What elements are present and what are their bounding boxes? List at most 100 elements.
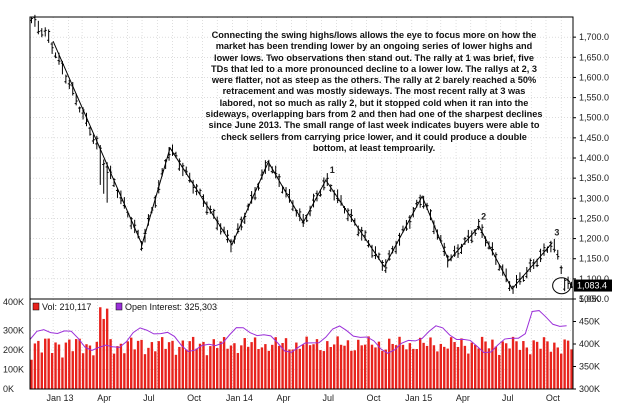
volume-bar [491,339,494,389]
volume-bar [374,347,377,389]
volume-bar [518,349,522,389]
volume-bar [422,342,425,389]
volume-bar [126,341,129,389]
open-interest-legend-label: Open Interest: 325,303 [125,302,217,312]
volume-bar [174,354,178,389]
price-tick-label: 1,700.0 [579,32,609,42]
price-tick-label: 1,650.0 [579,52,609,62]
open-interest-line-group [29,310,567,354]
volume-bar [109,339,112,389]
volume-bar [68,339,71,389]
volume-bar [61,357,64,389]
x-tick-label: Jul [143,393,155,403]
volume-bar [157,341,160,389]
volume-bar [508,348,511,389]
volume-bar [85,344,88,389]
volume-bar [164,348,167,389]
volume-bar [312,344,315,389]
volume-bar [57,344,61,389]
price-tick-label: 1,500.0 [579,113,609,123]
volume-bar [415,348,418,389]
volume-bar [487,348,491,389]
volume-bar [439,343,443,389]
volume-bar [446,348,449,389]
volume-bar [291,349,295,389]
volume-bar [147,347,150,389]
volume-bar [181,340,185,389]
volume-bar [418,337,422,389]
volume-bar [154,351,157,389]
volume-bar [133,349,136,389]
annotation-line: labored, not so much as rally 2, but it … [219,97,529,108]
oi-tick-label: 350K [579,362,600,372]
volume-bar [453,342,456,389]
volume-bar [477,348,480,389]
circled-area-marker [552,277,572,295]
volume-bar [319,350,322,389]
volume-bar [370,344,374,389]
volume-bar [315,339,319,389]
volume-bar [511,336,515,389]
volume-bar [529,354,532,389]
volume-bar [542,337,546,389]
x-tick-label: Oct [366,393,381,403]
volume-bar [394,345,398,389]
volume-bar [339,344,343,389]
volume-bar [140,339,143,389]
rally-label: 3 [554,228,559,238]
volume-bar [305,336,308,389]
annotation-line: market has been trending lower by an ong… [215,41,533,52]
volume-bar [105,308,109,389]
oi-tick-label: 450K [579,317,600,327]
volume-bar [515,341,518,389]
volume-bar [484,341,487,389]
volume-bar [560,353,563,389]
volume-bar [401,344,405,389]
volume-legend-swatch [32,302,40,311]
rally-labels: 1 2 3 [330,165,572,295]
chart-annotation: Connecting the swing highs/lows allows t… [186,30,562,154]
volume-bar [570,349,573,389]
volume-bar [432,345,436,389]
price-tick-label: 1,350.0 [579,173,609,183]
volume-bar [566,340,570,389]
volume-bar [205,355,209,389]
volume-bar [412,348,415,389]
volume-bar [188,341,191,389]
volume-bar [229,345,233,389]
volume-bar [474,344,477,389]
annotation-line: bottom, at least temproarily. [312,142,436,153]
price-tick-label: 1,200.0 [579,234,609,244]
x-tick-label: Jan 15 [405,393,432,403]
last-price-label: 1,083.4 [577,281,607,291]
volume-bar [470,342,473,389]
volume-bar [212,339,215,389]
volume-bar [54,342,57,389]
volume-tick-label: 400K [3,297,24,307]
volume-bar [264,344,267,389]
volume-bar [456,346,460,389]
volume-bar [384,349,387,389]
volume-bar [298,348,301,389]
price-tick-label: 1,250.0 [579,213,609,223]
volume-bar [398,336,401,389]
volume-bar [443,346,446,389]
volume-bar [525,347,529,389]
volume-bar [381,350,384,389]
volume-bar [33,343,37,389]
volume-bar [243,338,246,389]
volume-bar [271,344,274,389]
price-grid [30,17,573,300]
annotation-line: TDs that led to a more pronounced declin… [211,63,537,74]
volume-bar [556,347,559,389]
x-tick-label: Jan 14 [226,393,253,403]
volume-bar [274,337,277,389]
price-tick-label: 1,400.0 [579,153,609,163]
volume-bar [467,353,470,389]
price-tick-label: 1,450.0 [579,133,609,143]
volume-tick-label: 200K [3,345,24,355]
volume-bar [308,345,312,389]
volume-tick-label: 0K [3,384,14,394]
volume-bar [123,353,126,389]
volume-bar [167,342,171,389]
